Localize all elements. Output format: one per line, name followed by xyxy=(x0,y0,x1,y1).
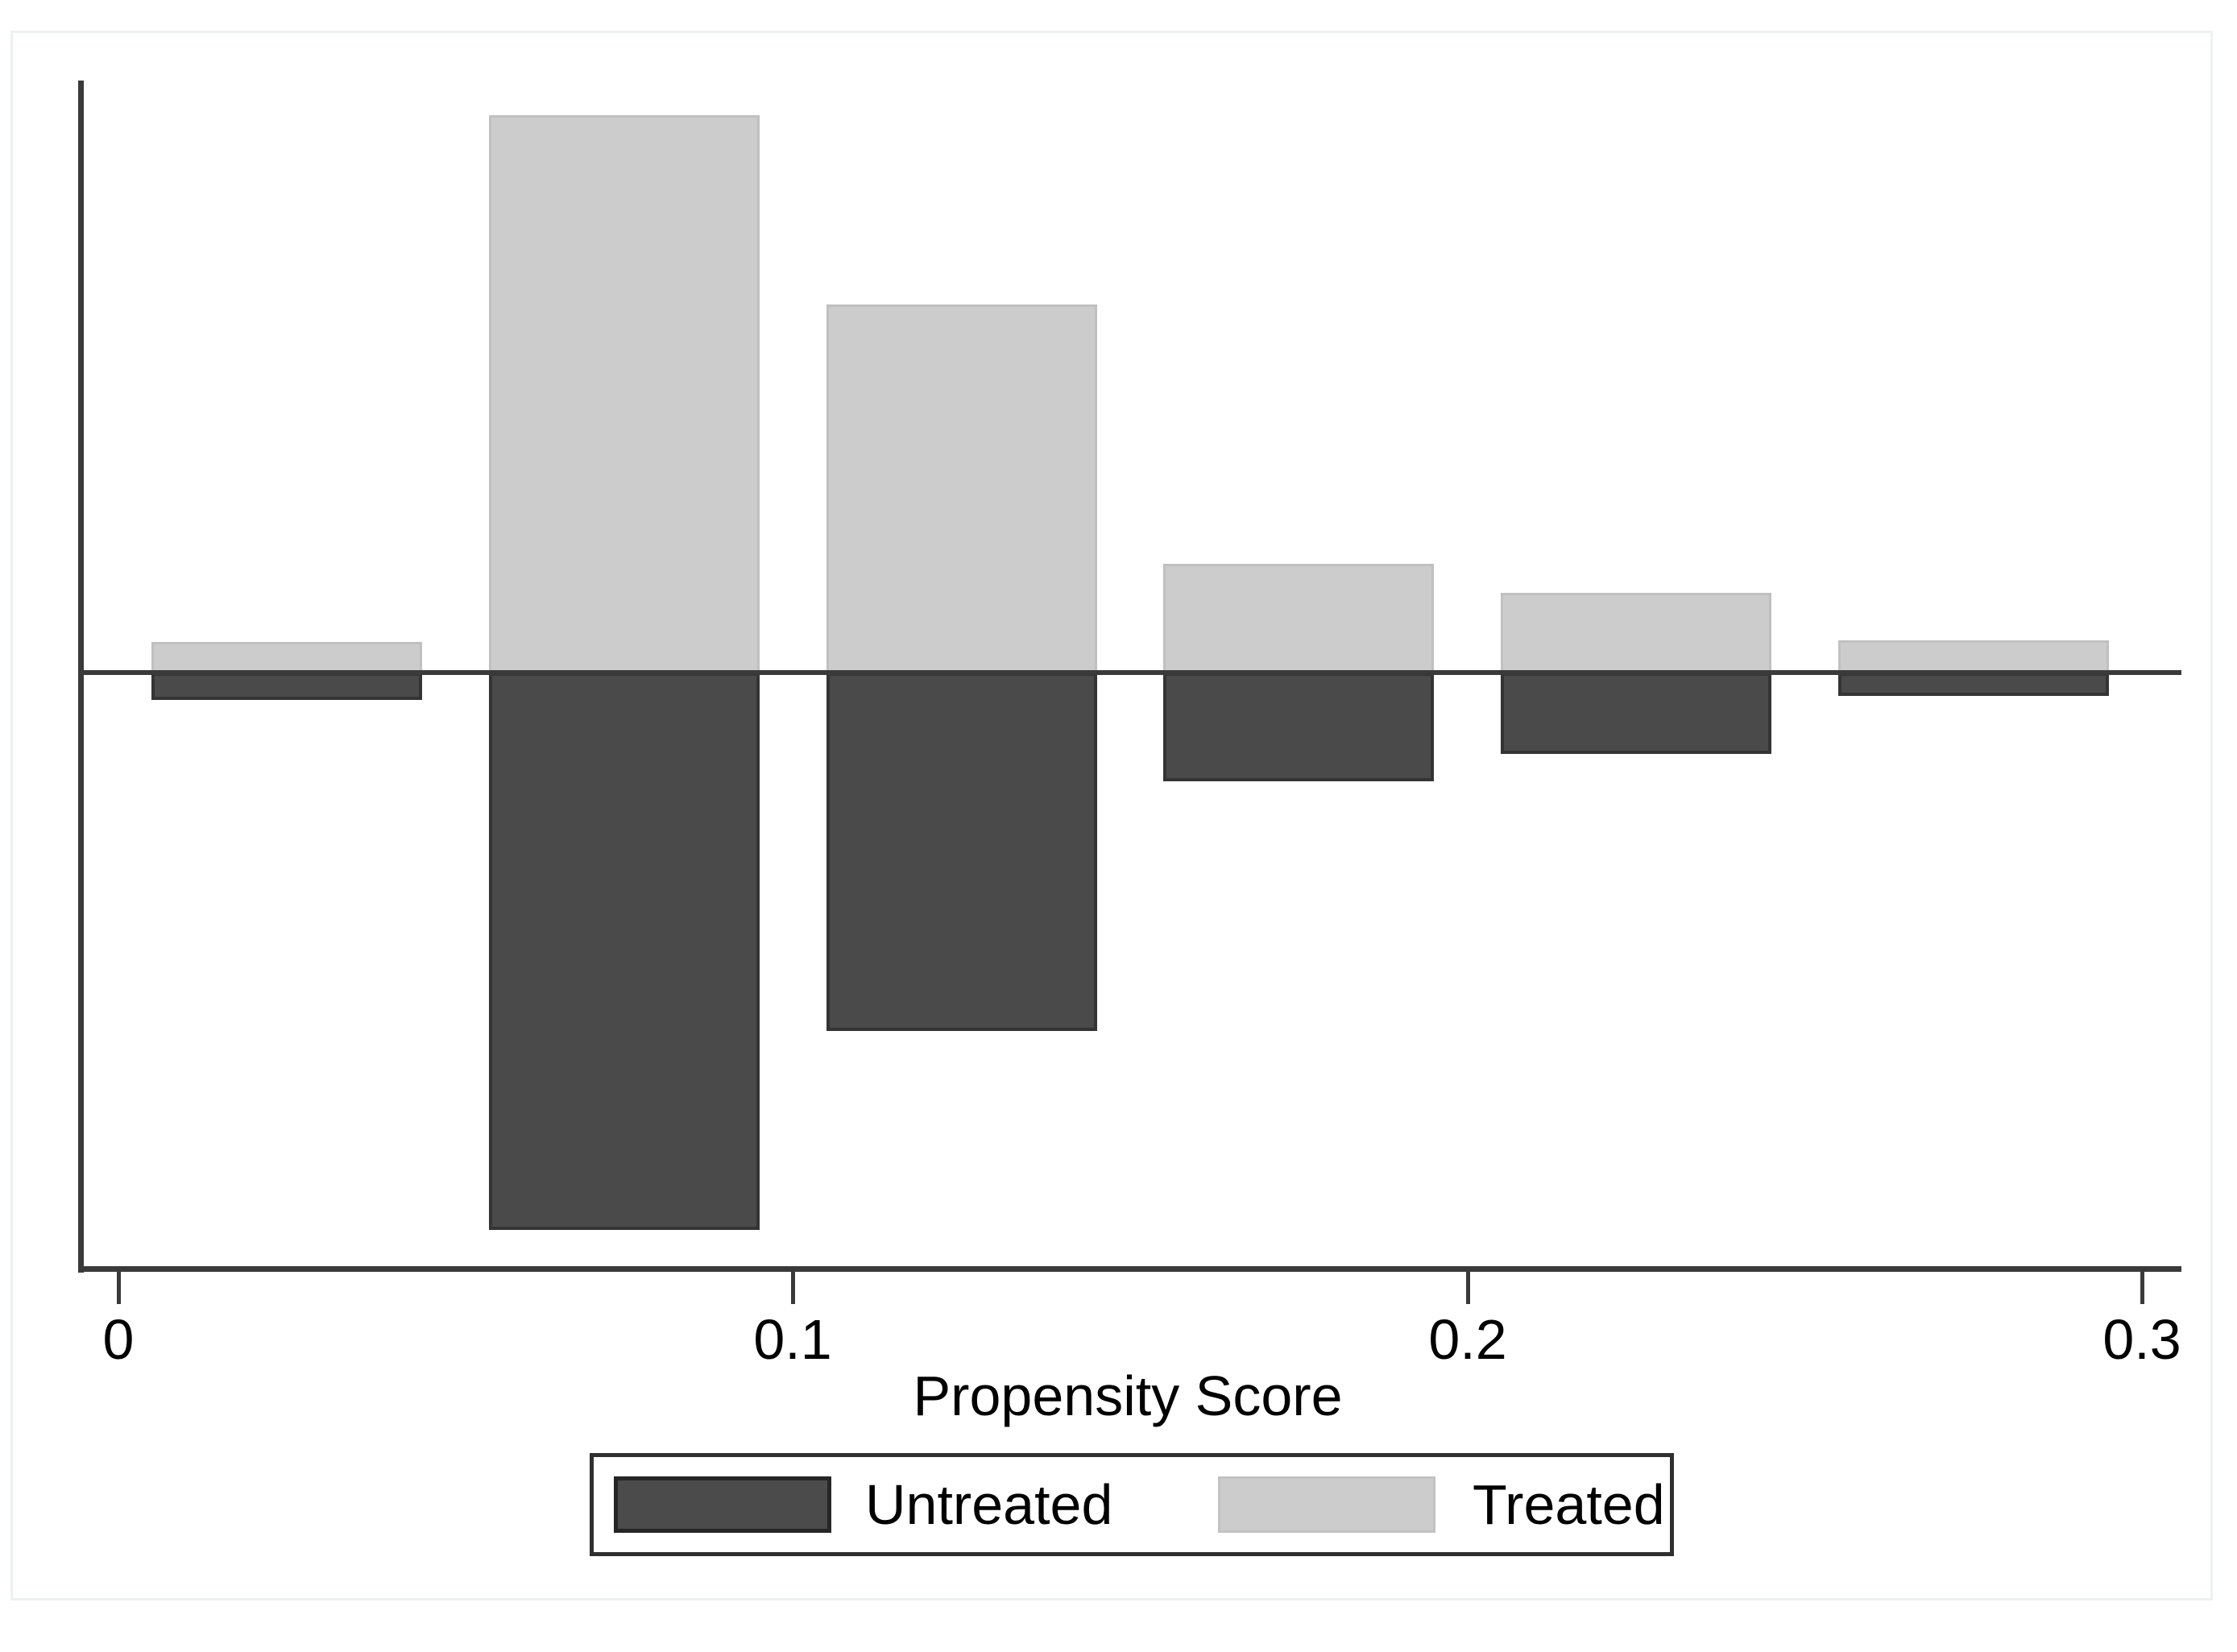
x-axis-line xyxy=(78,1266,2181,1272)
untreated-bar-4 xyxy=(1501,673,1771,754)
legend-label-treated: Treated xyxy=(1473,1473,1665,1536)
x-tick-label-3: 0.3 xyxy=(2102,1308,2181,1371)
untreated-bar-3 xyxy=(1163,673,1434,781)
untreated-bar-5 xyxy=(1838,673,2109,696)
treated-bar-4 xyxy=(1501,593,1771,673)
y-axis-line xyxy=(78,81,84,1273)
x-axis-title: Propensity Score xyxy=(913,1364,1343,1427)
legend-label-untreated: Untreated xyxy=(865,1473,1113,1536)
x-tick-0 xyxy=(117,1272,121,1304)
x-tick-label-0: 0 xyxy=(102,1308,135,1371)
treated-bar-5 xyxy=(1838,640,2109,673)
legend-swatch-treated xyxy=(1218,1476,1435,1533)
x-tick-3 xyxy=(2140,1272,2144,1304)
x-tick-2 xyxy=(1466,1272,1470,1304)
legend-swatch-untreated xyxy=(614,1476,831,1533)
legend: Untreated Treated xyxy=(590,1453,1674,1556)
x-tick-label-1: 0.1 xyxy=(753,1308,832,1371)
treated-bar-3 xyxy=(1163,564,1434,673)
treated-bar-0 xyxy=(151,642,422,673)
untreated-bar-2 xyxy=(826,673,1097,1031)
x-tick-1 xyxy=(791,1272,795,1304)
x-tick-label-2: 0.2 xyxy=(1428,1308,1507,1371)
untreated-bar-1 xyxy=(489,673,760,1230)
zero-line xyxy=(81,670,2181,675)
treated-bar-1 xyxy=(489,115,760,673)
untreated-bar-0 xyxy=(151,673,422,700)
treated-bar-2 xyxy=(826,304,1097,673)
